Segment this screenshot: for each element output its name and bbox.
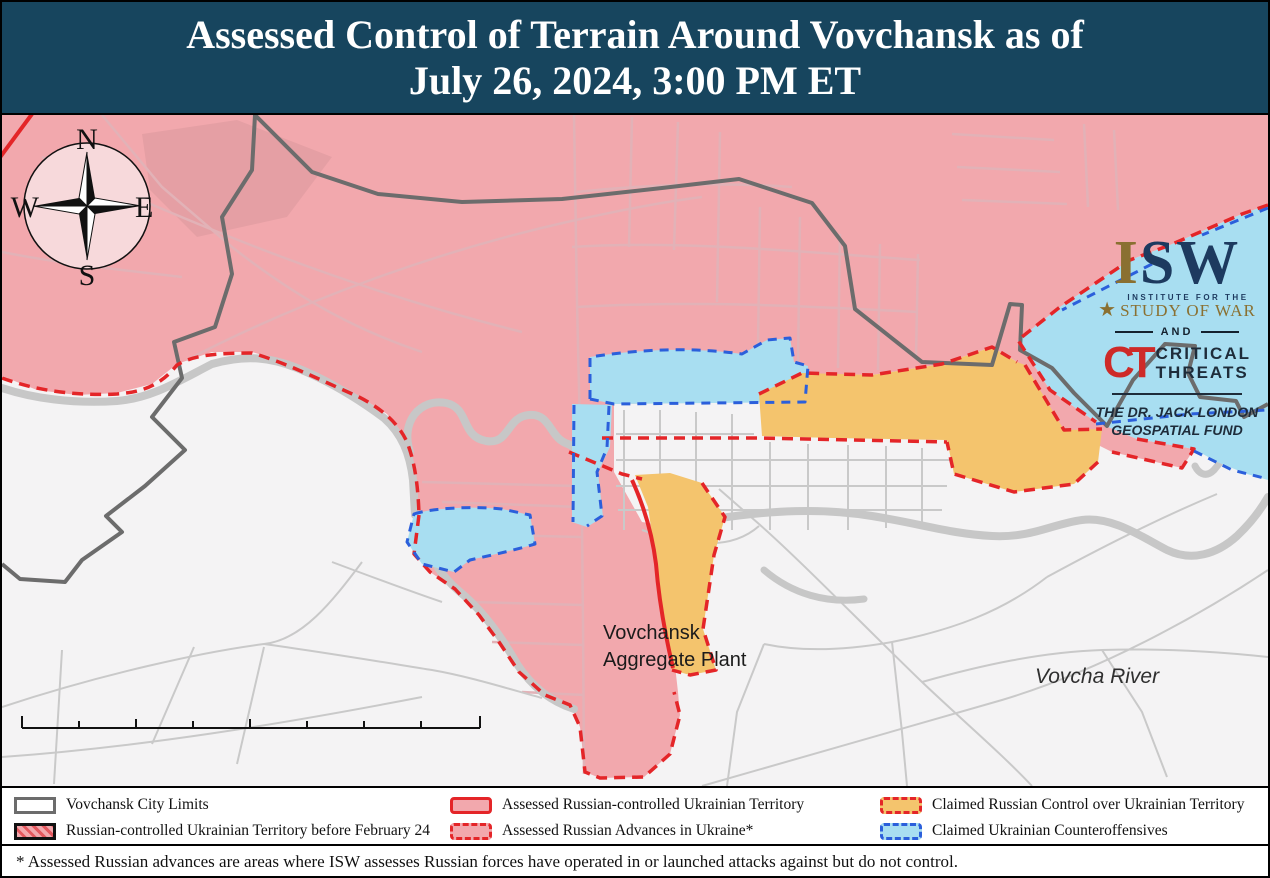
assessed-control-swatch bbox=[450, 796, 492, 814]
page-title-line1: Assessed Control of Terrain Around Vovch… bbox=[186, 12, 1084, 57]
claimed-russian-swatch bbox=[880, 796, 922, 814]
city-limits-swatch bbox=[14, 796, 56, 814]
assessed-russian-advance-boundary bbox=[2, 203, 1268, 780]
compass-w-label: W bbox=[11, 191, 40, 224]
footnote-bar: * Assessed Russian advances are areas wh… bbox=[2, 844, 1268, 876]
institute-for-the-label: INSTITUTE FOR THE bbox=[1127, 293, 1249, 302]
roads-russian-area bbox=[2, 114, 1120, 775]
study-of-war-label: STUDY OF WAR bbox=[1120, 301, 1256, 320]
header-banner: Assessed Control of Terrain Around Vovch… bbox=[2, 2, 1268, 115]
scale-bar bbox=[21, 716, 481, 729]
compass-rose: N E S W bbox=[11, 123, 154, 292]
aggregate-plant-label: Vovchansk Aggregate Plant bbox=[603, 622, 747, 671]
settlement-footprint bbox=[142, 120, 332, 237]
legend-item-pre-feb24: Russian-controlled Ukrainian Territory b… bbox=[14, 819, 430, 843]
roads-ukrainian-area bbox=[2, 410, 1268, 787]
vovcha-river bbox=[710, 493, 1268, 560]
ukrainian-counteroffensive-boundary bbox=[405, 206, 1268, 574]
legend-item-city-limits: Vovchansk City Limits bbox=[14, 793, 209, 817]
compass-n-label: N bbox=[76, 123, 98, 156]
compass-e-label: E bbox=[135, 191, 153, 224]
map-area: N E S W 0 0.5 1 2 Kilometers Vovchansk A… bbox=[2, 112, 1268, 876]
map-canvas: N E S W bbox=[2, 112, 1268, 787]
legend-item-claimed-ukrainian: Claimed Ukrainian Counteroffensives bbox=[880, 819, 1168, 843]
assessed-advances-swatch bbox=[450, 822, 492, 840]
star-icon: ★ bbox=[1098, 299, 1117, 321]
vovcha-river-label: Vovcha River bbox=[1035, 665, 1160, 688]
legend-item-assessed-advances: Assessed Russian Advances in Ukraine* bbox=[450, 819, 753, 843]
legend: Vovchansk City Limits Russian-controlled… bbox=[2, 786, 1268, 846]
legend-item-assessed-control: Assessed Russian-controlled Ukrainian Te… bbox=[450, 793, 804, 817]
threats-label: THREATS bbox=[1155, 363, 1249, 382]
page-title-line2: July 26, 2024, 3:00 PM ET bbox=[408, 58, 862, 103]
legend-item-claimed-russian: Claimed Russian Control over Ukrainian T… bbox=[880, 793, 1244, 817]
russian-control-boundary-solid bbox=[2, 112, 675, 669]
city-limits-line bbox=[2, 113, 1268, 584]
isw-ct-logo: ISW ★ INSTITUTE FOR THE STUDY OF WAR AND… bbox=[1088, 229, 1266, 439]
claimed-ukrainian-counteroffensive-regions bbox=[407, 205, 1268, 572]
critical-label: CRITICAL bbox=[1155, 344, 1251, 363]
geospatial-fund-label: THE DR. JACK LONDON GEOSPATIAL FUND bbox=[1095, 404, 1259, 438]
compass-s-label: S bbox=[79, 259, 96, 292]
isw-wordmark: ISW bbox=[1113, 229, 1241, 297]
and-label: AND bbox=[1160, 326, 1194, 338]
ct-monogram: CT bbox=[1103, 338, 1156, 387]
pre-feb24-swatch bbox=[14, 822, 56, 840]
claimed-ukrainian-swatch bbox=[880, 822, 922, 840]
footnote-text: * Assessed Russian advances are areas wh… bbox=[16, 852, 958, 871]
